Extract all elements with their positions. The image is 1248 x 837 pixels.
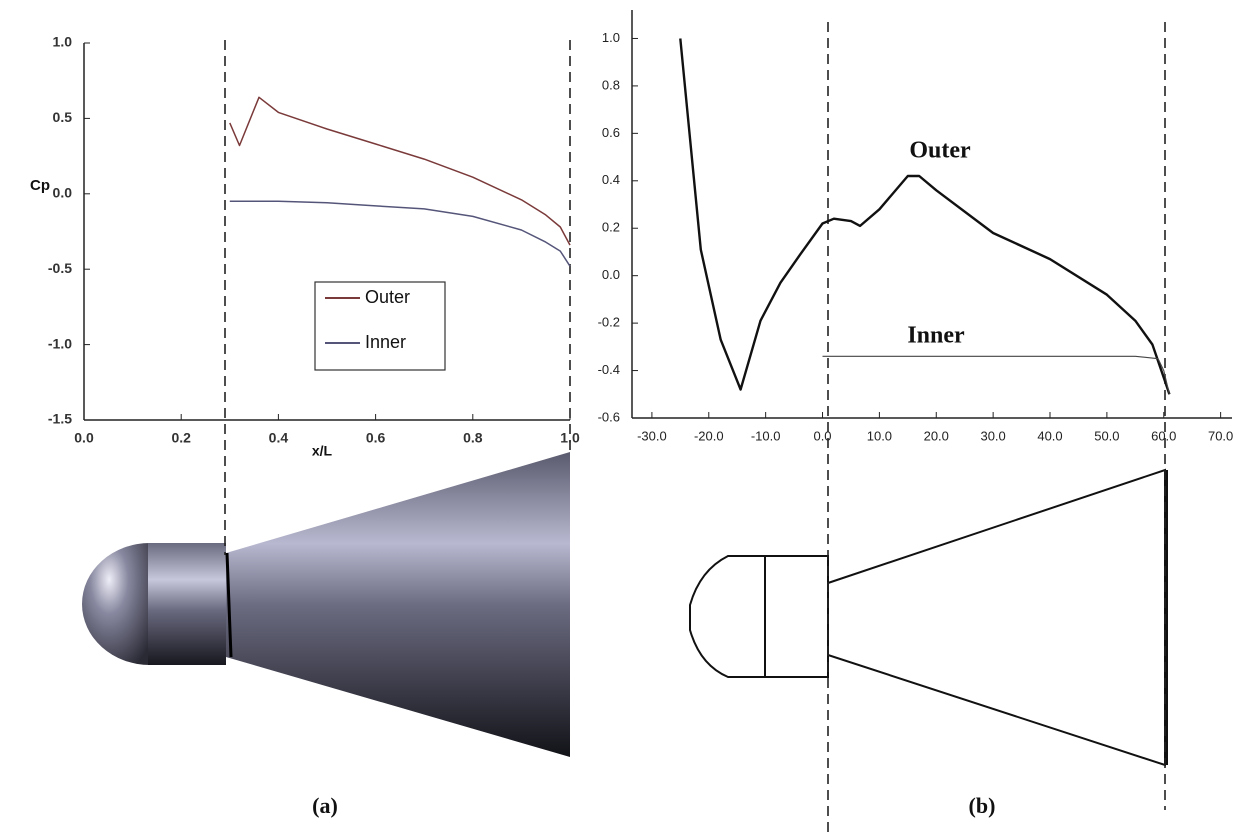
- x-tick-label: 40.0: [1037, 428, 1062, 443]
- x-tick-label: 0.8: [463, 430, 483, 446]
- panel-caption: (b): [969, 793, 996, 818]
- x-tick-label: 0.6: [366, 430, 386, 446]
- x-tick-label: -10.0: [751, 428, 781, 443]
- y-tick-label: 1.0: [53, 34, 73, 50]
- nose: [82, 543, 150, 665]
- x-tick-label: 0.4: [269, 430, 289, 446]
- y-tick-label: -0.5: [48, 260, 72, 276]
- y-tick-label: 0.0: [53, 185, 73, 201]
- series-line: [230, 201, 570, 266]
- x-tick-label: -30.0: [637, 428, 667, 443]
- nose-outline: [690, 556, 765, 677]
- y-axis-label: Cp: [30, 177, 50, 194]
- x-tick-label: 0.0: [74, 430, 94, 446]
- y-tick-label: 0.4: [602, 172, 620, 187]
- y-tick-label: 0.2: [602, 220, 620, 235]
- model-a: [82, 452, 570, 757]
- x-tick-label: -20.0: [694, 428, 724, 443]
- x-axis-label: x/L: [312, 443, 333, 459]
- x-tick-label: 30.0: [980, 428, 1005, 443]
- series-label: Outer: [909, 138, 971, 164]
- series-line: [230, 97, 570, 245]
- cone-outline: [828, 470, 1165, 765]
- x-tick-label: 70.0: [1208, 428, 1233, 443]
- cone: [226, 452, 570, 757]
- y-tick-label: -0.2: [598, 315, 620, 330]
- x-tick-label: 1.0: [560, 430, 580, 446]
- x-tick-label: 50.0: [1094, 428, 1119, 443]
- legend-label: Outer: [365, 287, 410, 307]
- body: [148, 543, 226, 665]
- y-tick-label: -1.5: [48, 411, 72, 427]
- y-tick-label: 0.8: [602, 77, 620, 92]
- x-tick-label: 20.0: [924, 428, 949, 443]
- y-tick-label: 0.5: [53, 109, 73, 125]
- x-tick-label: 60.0: [1151, 428, 1176, 443]
- panel-caption: (a): [312, 793, 338, 818]
- series-line: [823, 356, 1170, 394]
- figure: (a) (b) Cp x/L -1.5 -1.0 -0.5 0.0 0.5 1.0 0.0 0…: [0, 0, 1248, 832]
- y-tick-label: -1.0: [48, 335, 72, 351]
- page: {"chart_data": [ {"type": "line", "capti…: [0, 0, 1248, 832]
- model-b: [690, 470, 1166, 765]
- y-tick-label: 0.6: [602, 125, 620, 140]
- series-label: Inner: [907, 323, 965, 349]
- y-tick-label: 1.0: [602, 30, 620, 45]
- y-tick-label: 0.0: [602, 267, 620, 282]
- body-outline: [765, 556, 828, 677]
- y-tick-label: -0.6: [598, 409, 620, 424]
- y-tick-label: -0.4: [598, 362, 620, 377]
- x-tick-label: 10.0: [867, 428, 892, 443]
- legend-label: Inner: [365, 332, 406, 352]
- x-tick-label: 0.2: [171, 430, 191, 446]
- x-tick-label: 0.0: [813, 428, 831, 443]
